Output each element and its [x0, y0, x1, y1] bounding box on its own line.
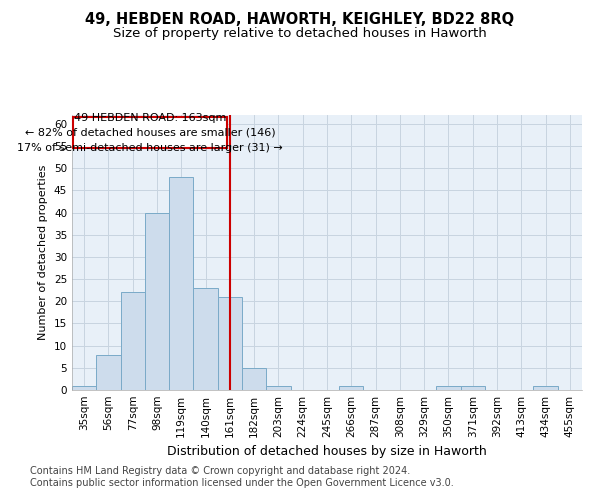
Bar	[339, 386, 364, 390]
Bar	[266, 386, 290, 390]
Bar	[193, 288, 218, 390]
Bar	[436, 386, 461, 390]
Bar	[533, 386, 558, 390]
X-axis label: Distribution of detached houses by size in Haworth: Distribution of detached houses by size …	[167, 446, 487, 458]
Text: 49 HEBDEN ROAD: 163sqm
← 82% of detached houses are smaller (146)
17% of semi-de: 49 HEBDEN ROAD: 163sqm ← 82% of detached…	[17, 113, 283, 152]
Bar	[96, 354, 121, 390]
Bar	[121, 292, 145, 390]
Y-axis label: Number of detached properties: Number of detached properties	[38, 165, 49, 340]
Bar	[145, 212, 169, 390]
Bar	[242, 368, 266, 390]
Text: 49, HEBDEN ROAD, HAWORTH, KEIGHLEY, BD22 8RQ: 49, HEBDEN ROAD, HAWORTH, KEIGHLEY, BD22…	[85, 12, 515, 28]
Bar	[72, 386, 96, 390]
Bar	[169, 177, 193, 390]
Bar	[218, 297, 242, 390]
FancyBboxPatch shape	[73, 117, 227, 148]
Text: Contains HM Land Registry data © Crown copyright and database right 2024.
Contai: Contains HM Land Registry data © Crown c…	[30, 466, 454, 487]
Text: Size of property relative to detached houses in Haworth: Size of property relative to detached ho…	[113, 28, 487, 40]
Bar	[461, 386, 485, 390]
